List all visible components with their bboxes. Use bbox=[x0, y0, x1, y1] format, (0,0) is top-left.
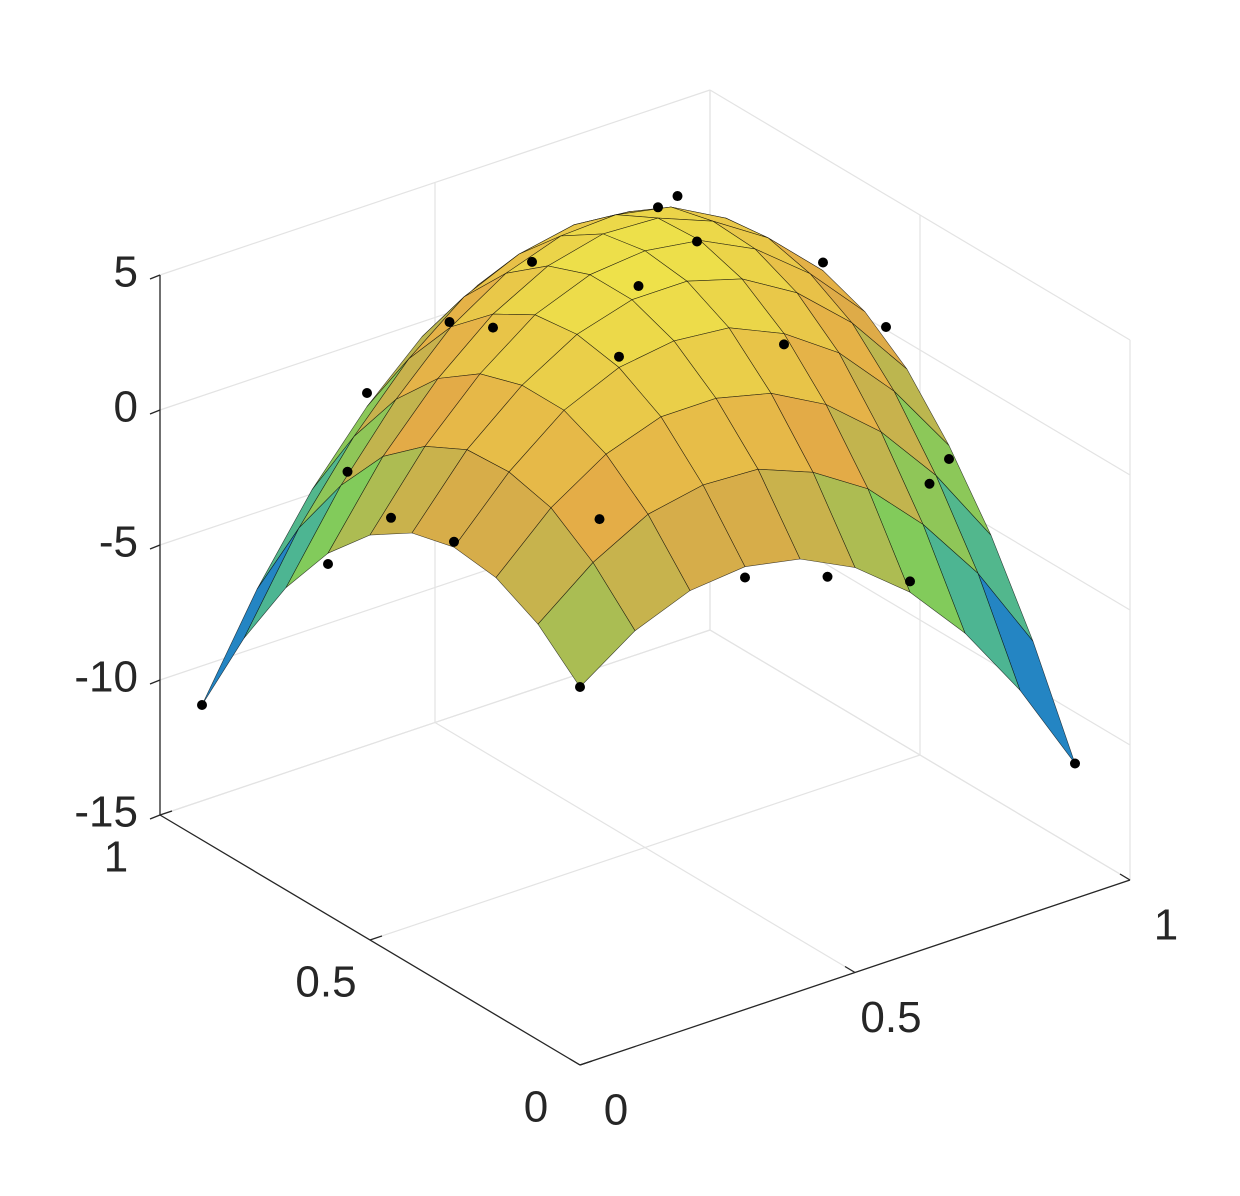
x-tick-label: 1 bbox=[1154, 901, 1178, 950]
scatter-point bbox=[362, 388, 372, 398]
scatter-point bbox=[672, 191, 683, 202]
scatter-point bbox=[1070, 758, 1080, 769]
y-tick bbox=[579, 1060, 593, 1066]
scatter-point bbox=[527, 256, 537, 267]
scatter-point bbox=[449, 536, 459, 547]
grid-line bbox=[709, 629, 1131, 881]
z-tick-label: 5 bbox=[114, 248, 138, 297]
scatter-point bbox=[779, 339, 789, 350]
scatter-point bbox=[594, 514, 605, 525]
scatter-point bbox=[818, 257, 828, 268]
scatter-point bbox=[614, 351, 624, 362]
scatter-point bbox=[342, 466, 353, 477]
y-tick bbox=[159, 810, 173, 816]
z-tick bbox=[149, 409, 161, 415]
scatter-point bbox=[905, 576, 915, 587]
scatter-point bbox=[444, 317, 455, 328]
scatter-point bbox=[488, 322, 498, 333]
z-tick-label: -10 bbox=[74, 653, 138, 702]
y-tick bbox=[369, 935, 383, 941]
z-tick-label: -15 bbox=[74, 788, 138, 837]
grid-line bbox=[159, 89, 711, 276]
scatter-point bbox=[944, 454, 954, 464]
surface-patch bbox=[537, 561, 636, 688]
grid-line bbox=[159, 629, 711, 816]
z-tick-label: -5 bbox=[99, 518, 138, 567]
scatter-point bbox=[323, 559, 333, 569]
scatter-point bbox=[822, 571, 833, 582]
scatter-point bbox=[575, 682, 585, 692]
z-tick bbox=[149, 544, 161, 550]
scatter-point bbox=[633, 281, 644, 292]
y-tick-label: 0.5 bbox=[295, 958, 356, 1007]
scatter-point bbox=[197, 700, 207, 710]
scatter-point bbox=[881, 322, 891, 332]
scatter-point bbox=[740, 572, 750, 583]
x-tick bbox=[844, 965, 856, 974]
grid-line bbox=[709, 89, 1131, 341]
y-tick-label: 1 bbox=[104, 833, 128, 882]
scatter-point bbox=[386, 512, 396, 523]
scatter-point bbox=[692, 236, 702, 247]
scatter-point bbox=[924, 478, 935, 489]
x-tick bbox=[569, 1058, 581, 1066]
z-tick bbox=[149, 274, 161, 280]
x-tick-label: 0.5 bbox=[860, 993, 921, 1042]
z-tick bbox=[149, 679, 161, 685]
z-tick-label: 0 bbox=[114, 383, 138, 432]
y-tick-label: 0 bbox=[524, 1083, 548, 1132]
x-tick bbox=[1119, 873, 1131, 881]
z-tick bbox=[149, 814, 161, 820]
x-tick-label: 0 bbox=[604, 1086, 628, 1135]
grid-line bbox=[369, 754, 921, 941]
scatter-point bbox=[653, 202, 663, 213]
